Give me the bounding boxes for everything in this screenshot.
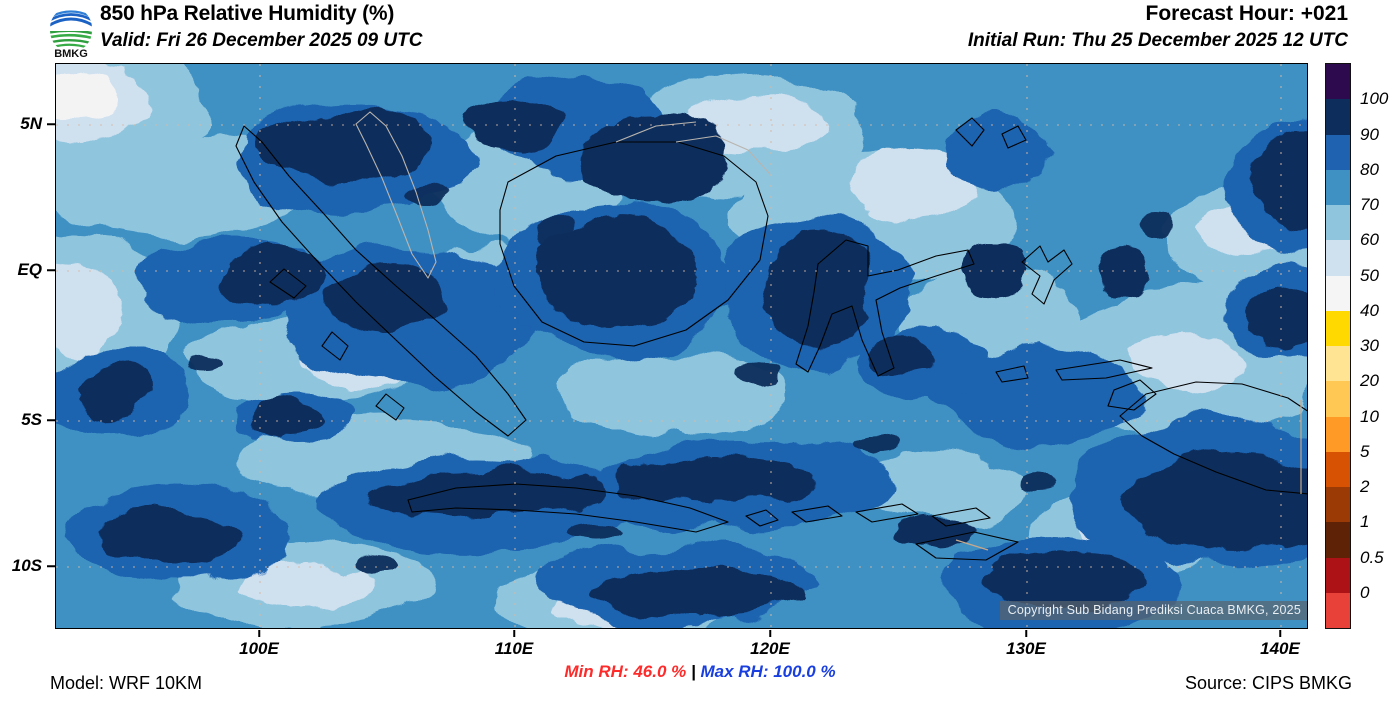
colorbar-band-4: [1326, 205, 1350, 241]
page-title: 850 hPa Relative Humidity (%): [100, 2, 395, 25]
y-tick-eq: [47, 269, 55, 271]
colorbar-band-3: [1326, 169, 1350, 205]
colorbar-band-12: [1326, 487, 1350, 523]
colorbar-band-1: [1326, 99, 1350, 135]
max-rh-value: Max RH: 100.0 %: [700, 662, 836, 681]
colorbar-tick-5: 5: [1360, 441, 1370, 461]
colorbar-band-11: [1326, 451, 1350, 487]
colorbar-tick-2: 2: [1360, 477, 1370, 496]
x-tick-130e: [1025, 630, 1027, 637]
x-tick-140e: [1279, 630, 1281, 637]
y-tick-5n: [47, 123, 55, 125]
x-tick-120e: [769, 630, 771, 637]
colorbar-band-0: [1326, 64, 1350, 100]
colorbar-band-8: [1326, 346, 1350, 382]
colorbar-band-15: [1326, 592, 1350, 628]
colorbar-band-7: [1326, 310, 1350, 346]
relative-humidity-map[interactable]: Copyright Sub Bidang Prediksi Cuaca BMKG…: [55, 63, 1308, 629]
colorbar-band-13: [1326, 522, 1350, 558]
colorbar-band-6: [1326, 275, 1350, 311]
source-label: Source: CIPS BMKG: [1184, 673, 1352, 693]
copyright-watermark: Copyright Sub Bidang Prediksi Cuaca BMKG…: [999, 601, 1307, 620]
colorbar-tick-100: 100: [1360, 89, 1389, 109]
y-axis-label-10s: 10S: [11, 556, 42, 575]
x-axis-label-120e: 120E: [750, 639, 790, 658]
colorbar[interactable]: [1325, 63, 1351, 629]
bmkg-logo: BMKG: [40, 4, 102, 60]
colorbar-band-5: [1326, 240, 1350, 276]
model-label: Model: WRF 10KM: [50, 673, 203, 693]
colorbar-tick-10: 10: [1360, 406, 1379, 426]
colorbar-band-9: [1326, 381, 1350, 417]
y-axis-label-5n: 5N: [20, 114, 42, 133]
y-tick-5s: [47, 419, 55, 421]
x-axis-label-100e: 100E: [239, 639, 279, 658]
colorbar-tick-80: 80: [1360, 159, 1379, 179]
y-axis-label-eq: EQ: [17, 260, 42, 279]
colorbar-tick-90: 90: [1360, 124, 1379, 144]
colorbar-tick-30: 30: [1360, 336, 1379, 355]
x-axis-label-130e: 130E: [1006, 639, 1046, 658]
minmax-separator: |: [690, 662, 696, 681]
colorbar-band-2: [1326, 134, 1350, 170]
valid-time-label: Valid: Fri 26 December 2025 09 UTC: [100, 30, 423, 51]
colorbar-tick-20: 20: [1360, 371, 1379, 391]
colorbar-tick-0-5: 0.5: [1360, 547, 1384, 567]
minmax-rh-label: Min RH: 46.0 % | Max RH: 100.0 %: [0, 662, 1400, 682]
y-axis-label-5s: 5S: [21, 410, 42, 429]
initial-run-label: Initial Run: Thu 25 December 2025 12 UTC: [967, 30, 1348, 51]
colorbar-tick-70: 70: [1360, 195, 1379, 214]
min-rh-value: Min RH: 46.0 %: [564, 662, 687, 681]
colorbar-tick-1: 1: [1360, 512, 1370, 532]
colorbar-band-10: [1326, 416, 1350, 452]
colorbar-tick-60: 60: [1360, 230, 1379, 250]
x-axis-label-110e: 110E: [494, 639, 534, 658]
colorbar-tick-0: 0: [1360, 582, 1370, 602]
forecast-hour-label: Forecast Hour: +021: [1145, 2, 1349, 25]
colorbar-tick-50: 50: [1360, 265, 1379, 285]
humidity-contour-canvas: [56, 64, 1307, 628]
x-tick-100e: [258, 630, 260, 637]
y-tick-10s: [47, 565, 55, 567]
x-tick-110e: [513, 630, 515, 637]
x-axis-label-140e: 140E: [1260, 639, 1300, 658]
colorbar-tick-40: 40: [1360, 300, 1379, 320]
svg-text:BMKG: BMKG: [54, 48, 88, 58]
colorbar-band-14: [1326, 557, 1350, 593]
